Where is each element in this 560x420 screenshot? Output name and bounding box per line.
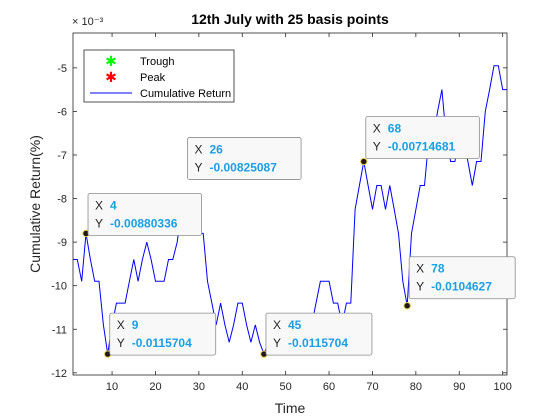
datatip-y-prefix: Y (117, 336, 125, 350)
datatip-y-prefix: Y (273, 336, 281, 350)
y-tick-label: -6 (57, 106, 67, 118)
y-tick-label: -12 (51, 368, 67, 380)
datatip-x-value: 9 (132, 318, 139, 332)
x-axis-label: Time (275, 400, 306, 416)
datatip-x-value: 4 (110, 198, 117, 212)
datatip-y-value: -0.00880336 (110, 216, 178, 230)
datatip-box (265, 312, 373, 356)
datatip-box (109, 312, 217, 356)
datatip-box (187, 137, 302, 180)
datatip-x-prefix: X (273, 318, 281, 332)
y-axis-label: Cumulative Return(%) (27, 135, 43, 273)
y-tick-label: -9 (57, 237, 67, 249)
legend-star-marker: ✱ (105, 53, 117, 69)
x-tick-label: 20 (149, 381, 161, 393)
legend-entry-label: Cumulative Return (140, 88, 231, 100)
datatip-marker (360, 157, 368, 166)
chart-title: 12th July with 25 basis points (191, 11, 389, 27)
datatip-x-prefix: X (373, 122, 381, 136)
x-tick-label: 30 (193, 381, 205, 393)
datatip-x-value: 26 (210, 142, 224, 156)
datatip-y-value: -0.0104627 (431, 280, 492, 294)
datatip-marker (403, 302, 411, 310)
datatip-box (408, 256, 516, 300)
datatip-y-value: -0.00714681 (388, 140, 456, 154)
x-tick-label: 60 (323, 381, 335, 393)
datatip-x-prefix: X (95, 198, 103, 212)
datatip-box (365, 116, 480, 159)
x-tick-label: 50 (280, 381, 292, 393)
x-tick-label: 100 (493, 381, 511, 393)
axis-exponent-label: × 10⁻³ (72, 16, 104, 28)
datatip-y-value: -0.00825087 (210, 160, 278, 174)
x-tick-label: 10 (106, 381, 118, 393)
datatip-y-prefix: Y (95, 216, 103, 230)
y-axis: -12 -11 -10 -9 -8 -7 -6 -5 (51, 63, 507, 380)
y-tick-label: -7 (57, 150, 67, 162)
datatip-x-value: 78 (431, 262, 445, 276)
datatip-x-prefix: X (117, 318, 125, 332)
datatip-y-prefix: Y (373, 140, 381, 154)
datatip-y-prefix: Y (416, 280, 424, 294)
x-tick-label: 40 (236, 381, 248, 393)
x-tick-label: 90 (453, 381, 465, 393)
datatip-x-value: 68 (388, 122, 402, 136)
x-axis: 10 20 30 40 50 60 70 80 90 100 (106, 33, 512, 393)
datatip-y-value: -0.0115704 (132, 336, 192, 350)
y-tick-label: -5 (57, 63, 67, 75)
legend-entry-label: Trough (140, 56, 174, 68)
x-tick-label: 70 (366, 381, 378, 393)
y-tick-label: -10 (51, 281, 67, 293)
datatip-x-value: 45 (288, 318, 302, 332)
legend-entry-label: Peak (140, 72, 166, 84)
datatip-y-value: -0.0115704 (288, 336, 348, 350)
datatip-x-prefix: X (416, 262, 424, 276)
datatip-x-prefix: X (195, 142, 203, 156)
x-tick-label: 80 (410, 381, 422, 393)
y-tick-label: -8 (57, 194, 67, 206)
legend-star-marker: ✱ (105, 69, 117, 85)
datatip-box (87, 193, 203, 236)
y-tick-label: -11 (52, 324, 67, 336)
legend: ✱ Trough ✱ Peak Cumulative Return (83, 49, 235, 103)
datatip-y-prefix: Y (195, 160, 203, 174)
